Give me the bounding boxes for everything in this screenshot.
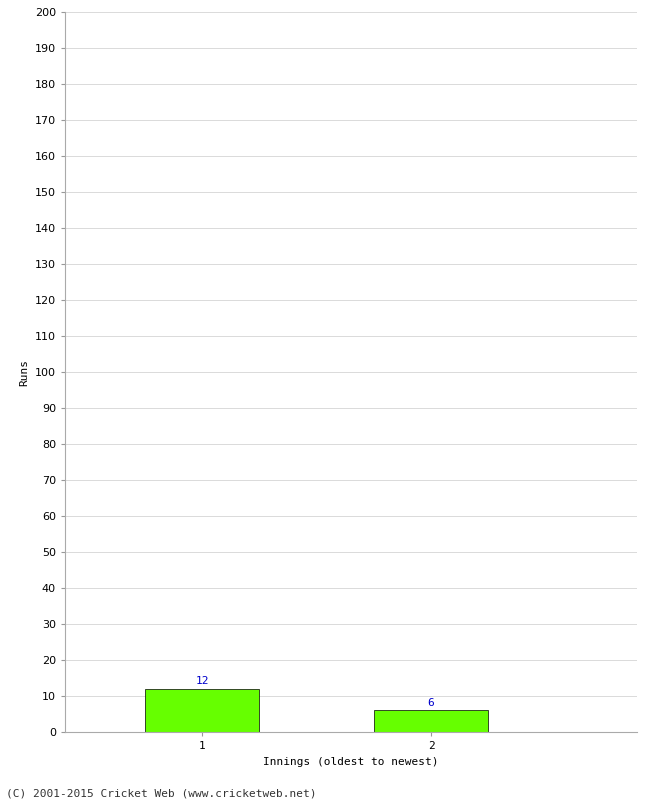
Text: (C) 2001-2015 Cricket Web (www.cricketweb.net): (C) 2001-2015 Cricket Web (www.cricketwe…	[6, 789, 317, 798]
Text: 6: 6	[428, 698, 434, 707]
Bar	[374, 710, 488, 732]
Y-axis label: Runs: Runs	[20, 358, 29, 386]
Text: 12: 12	[196, 676, 209, 686]
X-axis label: Innings (oldest to newest): Innings (oldest to newest)	[263, 757, 439, 766]
Bar	[145, 689, 259, 732]
